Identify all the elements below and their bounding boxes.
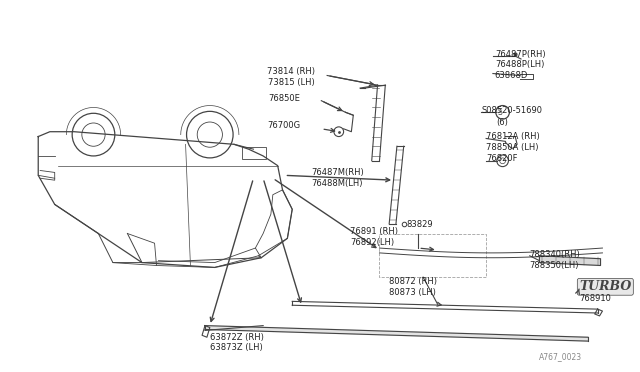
Text: 63872Z (RH): 63872Z (RH) (210, 333, 264, 342)
Text: (6): (6) (496, 118, 508, 126)
Text: 76488P(LH): 76488P(LH) (495, 60, 544, 69)
Text: 73815 (LH): 73815 (LH) (268, 78, 314, 87)
Text: A767_0023: A767_0023 (540, 352, 582, 361)
Text: 78850A (LH): 78850A (LH) (486, 143, 539, 152)
Text: 80872 (RH): 80872 (RH) (389, 278, 437, 286)
Text: 63873Z (LH): 63873Z (LH) (210, 343, 262, 352)
Text: 76812A (RH): 76812A (RH) (486, 132, 540, 141)
Text: 73814 (RH): 73814 (RH) (266, 67, 314, 76)
Text: 788350(LH): 788350(LH) (530, 261, 579, 270)
Text: 76488M(LH): 76488M(LH) (312, 179, 363, 187)
Text: 76892(LH): 76892(LH) (350, 238, 394, 247)
Text: S: S (497, 108, 502, 117)
Text: 76487P(RH): 76487P(RH) (495, 49, 545, 59)
Polygon shape (540, 256, 600, 266)
Text: S08520-51690: S08520-51690 (481, 106, 542, 115)
Text: 76891 (RH): 76891 (RH) (350, 227, 398, 236)
Text: 76487M(RH): 76487M(RH) (312, 168, 364, 177)
Text: 768910: 768910 (579, 294, 611, 303)
Text: 76850E: 76850E (268, 94, 300, 103)
Text: 63868D: 63868D (495, 71, 528, 80)
Text: 76820F: 76820F (486, 154, 518, 163)
Bar (242, 147, 266, 159)
Text: TURBO: TURBO (579, 280, 632, 294)
Text: 80873 (LH): 80873 (LH) (389, 288, 436, 297)
Text: 83829: 83829 (406, 220, 433, 229)
Polygon shape (205, 326, 588, 341)
Text: 76700G: 76700G (267, 121, 300, 131)
Text: 788340(RH): 788340(RH) (530, 250, 580, 259)
